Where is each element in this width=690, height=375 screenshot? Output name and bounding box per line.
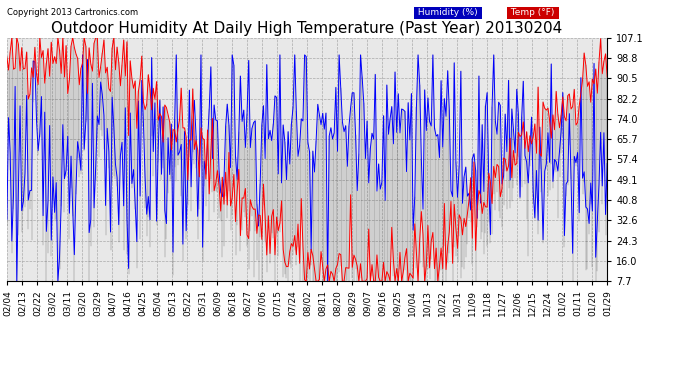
Text: Temp (°F): Temp (°F): [508, 8, 558, 17]
Text: Copyright 2013 Cartronics.com: Copyright 2013 Cartronics.com: [7, 8, 138, 17]
Text: Humidity (%): Humidity (%): [415, 8, 481, 17]
Title: Outdoor Humidity At Daily High Temperature (Past Year) 20130204: Outdoor Humidity At Daily High Temperatu…: [52, 21, 562, 36]
